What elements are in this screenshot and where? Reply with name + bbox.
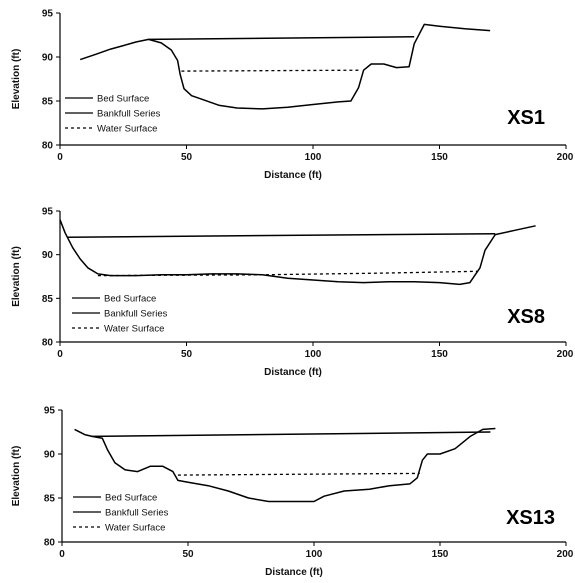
panel-3-y-tick-label: 85 xyxy=(44,494,56,505)
panel-3-legend-label: Bed Surface xyxy=(105,493,157,504)
panel-1-legend-label: Water Surface xyxy=(97,124,157,135)
panel-2-x-tick-label: 50 xyxy=(181,349,193,360)
panel-1-y-tick-label: 85 xyxy=(42,97,54,108)
panel-3-x-tick-label: 50 xyxy=(182,549,194,560)
panel-1-y-tick-label: 95 xyxy=(42,9,54,20)
panel-1-x-axis-title: Distance (ft) xyxy=(264,170,322,181)
panel-2-x-tick-label: 0 xyxy=(57,349,63,360)
panel-2-legend-label: Bed Surface xyxy=(104,294,156,305)
panel-2-y-tick-label: 80 xyxy=(42,338,54,349)
panel-1-x-tick-label: 200 xyxy=(557,152,574,163)
panel-3-x-tick-label: 200 xyxy=(557,549,574,560)
panel-3-series-bankfull-series xyxy=(92,431,491,438)
panel-2-y-tick-label: 95 xyxy=(42,207,54,218)
panel-3-cross-section-label: XS13 xyxy=(506,507,555,529)
panel-2-series-water-surface xyxy=(97,270,478,277)
panel-3-x-tick-label: 150 xyxy=(432,549,449,560)
panel-2-series-bed-surface xyxy=(59,219,536,286)
panel-1-legend-label: Bankfull Series xyxy=(97,109,161,120)
panel-3-series-bed-surface xyxy=(74,427,496,503)
panel-3-legend-label: Water Surface xyxy=(105,523,165,534)
panel-1-y-tick-label: 80 xyxy=(42,141,54,152)
panel-1-y-tick-label: 90 xyxy=(42,53,54,64)
panel-3-y-axis-title: Elevation (ft) xyxy=(11,446,22,507)
panel-3-x-tick-label: 100 xyxy=(306,549,323,560)
panel-2-x-axis-title: Distance (ft) xyxy=(264,367,322,378)
panel-1-cross-section-label: XS1 xyxy=(507,107,545,129)
panel-3-y-tick-label: 95 xyxy=(44,406,56,417)
panel-2-y-axis-title: Elevation (ft) xyxy=(11,246,22,307)
panel-1-x-tick-label: 100 xyxy=(305,152,322,163)
panel-3-series-water-surface xyxy=(177,472,420,476)
panel-1-x-tick-label: 150 xyxy=(431,152,448,163)
panel-1-y-axis-title: Elevation (ft) xyxy=(11,49,22,110)
panel-1-x-tick-label: 0 xyxy=(57,152,63,163)
panel-2-series-bankfull-series xyxy=(67,232,496,238)
panel-2-x-tick-label: 100 xyxy=(305,349,322,360)
panel-3-legend-label: Bankfull Series xyxy=(105,508,169,519)
panel-1-x-tick-label: 50 xyxy=(181,152,193,163)
panel-3-x-axis-title: Distance (ft) xyxy=(265,567,323,578)
panel-1-series-water-surface xyxy=(181,69,359,72)
panel-1-legend-label: Bed Surface xyxy=(97,94,149,105)
panel-2-x-tick-label: 200 xyxy=(557,349,574,360)
panel-2-legend-label: Bankfull Series xyxy=(104,309,168,320)
panel-2-cross-section-label: XS8 xyxy=(507,306,545,328)
panel-2-legend-label: Water Surface xyxy=(104,324,164,335)
panel-2-y-tick-label: 85 xyxy=(42,294,54,305)
panel-2-x-tick-label: 150 xyxy=(431,349,448,360)
panel-1-series-bankfull-series xyxy=(148,36,415,41)
panel-3-y-tick-label: 80 xyxy=(44,538,56,549)
panel-3-x-tick-label: 0 xyxy=(59,549,65,560)
panel-2-y-tick-label: 90 xyxy=(42,250,54,261)
panel-3-y-tick-label: 90 xyxy=(44,450,56,461)
